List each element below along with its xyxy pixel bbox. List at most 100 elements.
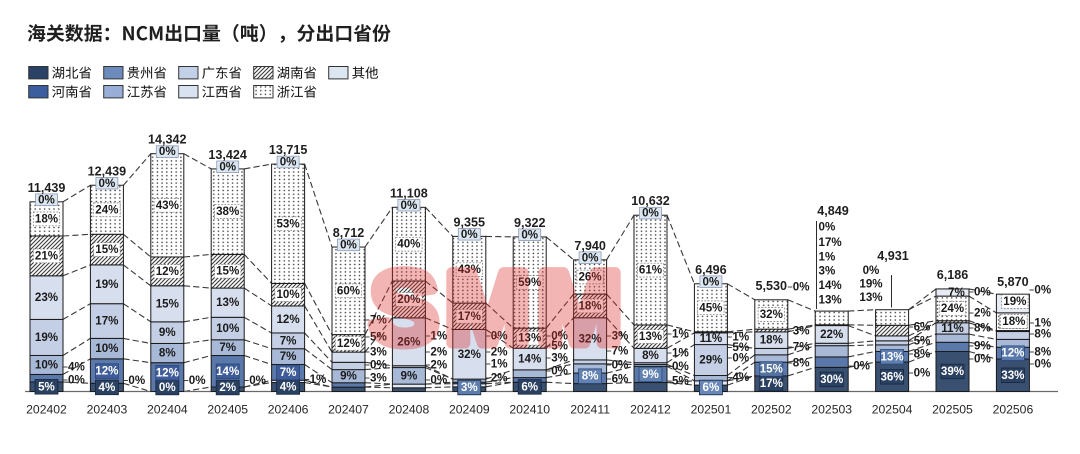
svg-text:0%: 0% — [642, 207, 659, 220]
svg-text:12%: 12% — [337, 337, 360, 350]
svg-text:32%: 32% — [578, 332, 601, 345]
svg-text:9%: 9% — [401, 369, 418, 382]
svg-text:1%: 1% — [672, 347, 689, 360]
svg-text:0%: 0% — [914, 367, 931, 380]
svg-text:202402: 202402 — [26, 403, 67, 417]
svg-text:5,870: 5,870 — [997, 275, 1029, 289]
svg-text:1%: 1% — [672, 328, 689, 341]
svg-text:202504: 202504 — [872, 403, 913, 417]
svg-text:202502: 202502 — [751, 403, 792, 417]
svg-text:0%: 0% — [582, 251, 599, 264]
svg-text:0%: 0% — [68, 374, 85, 387]
svg-text:SMM: SMM — [370, 251, 629, 365]
svg-text:26%: 26% — [397, 335, 420, 348]
svg-text:12%: 12% — [156, 366, 179, 379]
svg-text:14%: 14% — [518, 353, 541, 366]
svg-text:0%: 0% — [819, 221, 836, 234]
svg-text:0%: 0% — [189, 374, 206, 387]
svg-text:0%: 0% — [38, 193, 55, 206]
svg-text:5,530: 5,530 — [756, 279, 788, 293]
svg-text:2%: 2% — [491, 346, 508, 359]
svg-text:9%: 9% — [159, 326, 176, 339]
svg-text:21%: 21% — [35, 249, 58, 262]
svg-text:15%: 15% — [95, 243, 118, 256]
svg-text:10%: 10% — [35, 358, 58, 371]
svg-text:0%: 0% — [249, 374, 266, 387]
svg-text:0%: 0% — [974, 353, 991, 366]
svg-text:0%: 0% — [159, 381, 176, 394]
svg-text:0%: 0% — [672, 360, 689, 373]
svg-text:29%: 29% — [699, 354, 722, 367]
svg-text:5%: 5% — [551, 340, 568, 353]
svg-text:5%: 5% — [672, 375, 689, 388]
svg-text:26%: 26% — [578, 271, 601, 284]
svg-text:11%: 11% — [941, 322, 964, 335]
svg-text:4,849: 4,849 — [817, 204, 849, 218]
svg-text:3%: 3% — [793, 325, 810, 338]
svg-text:0%: 0% — [793, 281, 810, 294]
svg-text:36%: 36% — [880, 370, 903, 383]
svg-text:0%: 0% — [159, 145, 176, 158]
svg-text:12%: 12% — [95, 365, 118, 378]
svg-text:8%: 8% — [1034, 346, 1051, 359]
svg-text:9%: 9% — [340, 370, 357, 383]
svg-text:0%: 0% — [521, 228, 538, 241]
svg-text:7%: 7% — [280, 334, 297, 347]
svg-text:30%: 30% — [820, 373, 843, 386]
svg-text:202506: 202506 — [993, 403, 1034, 417]
svg-text:24%: 24% — [95, 203, 118, 216]
svg-text:1%: 1% — [732, 331, 749, 344]
svg-text:9,355: 9,355 — [454, 215, 486, 229]
svg-text:14%: 14% — [819, 279, 842, 292]
svg-text:43%: 43% — [458, 263, 481, 276]
svg-text:0%: 0% — [863, 264, 880, 277]
svg-text:0%: 0% — [703, 275, 720, 288]
svg-text:202411: 202411 — [570, 403, 610, 417]
svg-text:13%: 13% — [880, 350, 903, 363]
svg-text:6%: 6% — [914, 321, 931, 334]
svg-text:4%: 4% — [99, 381, 116, 394]
svg-text:7%: 7% — [370, 314, 387, 327]
svg-text:10%: 10% — [216, 322, 239, 335]
svg-text:10%: 10% — [276, 288, 299, 301]
svg-text:1%: 1% — [819, 251, 836, 264]
svg-text:0%: 0% — [128, 374, 145, 387]
svg-text:19%: 19% — [95, 278, 118, 291]
svg-text:12%: 12% — [1001, 347, 1024, 360]
svg-text:3%: 3% — [612, 330, 629, 343]
svg-text:0%: 0% — [430, 374, 447, 387]
svg-text:0%: 0% — [551, 330, 568, 343]
svg-text:8%: 8% — [914, 348, 931, 361]
svg-text:60%: 60% — [337, 284, 360, 297]
svg-text:7,940: 7,940 — [574, 239, 606, 253]
svg-text:4%: 4% — [280, 381, 297, 394]
svg-text:45%: 45% — [699, 301, 722, 314]
svg-text:1%: 1% — [1034, 317, 1051, 330]
svg-text:0%: 0% — [1034, 358, 1051, 371]
svg-text:32%: 32% — [760, 308, 783, 321]
svg-text:7%: 7% — [280, 350, 297, 363]
svg-text:61%: 61% — [639, 264, 662, 277]
svg-text:14%: 14% — [216, 365, 239, 378]
svg-text:5%: 5% — [370, 331, 387, 344]
svg-text:1%: 1% — [310, 373, 327, 386]
svg-text:202501: 202501 — [691, 403, 732, 417]
svg-text:32%: 32% — [458, 348, 481, 361]
svg-text:11,108: 11,108 — [390, 186, 428, 200]
svg-text:202410: 202410 — [509, 403, 550, 417]
svg-text:17%: 17% — [819, 236, 842, 249]
svg-text:17%: 17% — [95, 315, 118, 328]
svg-text:202407: 202407 — [328, 403, 369, 417]
svg-text:33%: 33% — [1001, 369, 1024, 382]
svg-text:0%: 0% — [219, 160, 236, 173]
svg-text:9%: 9% — [974, 340, 991, 353]
svg-text:0%: 0% — [491, 330, 508, 343]
svg-text:4%: 4% — [68, 361, 85, 374]
svg-text:38%: 38% — [216, 205, 239, 218]
svg-text:8%: 8% — [642, 349, 659, 362]
svg-text:2%: 2% — [219, 381, 236, 394]
svg-text:23%: 23% — [35, 291, 58, 304]
svg-text:11,439: 11,439 — [28, 181, 66, 195]
svg-text:4%: 4% — [732, 371, 749, 384]
svg-text:202408: 202408 — [389, 403, 430, 417]
